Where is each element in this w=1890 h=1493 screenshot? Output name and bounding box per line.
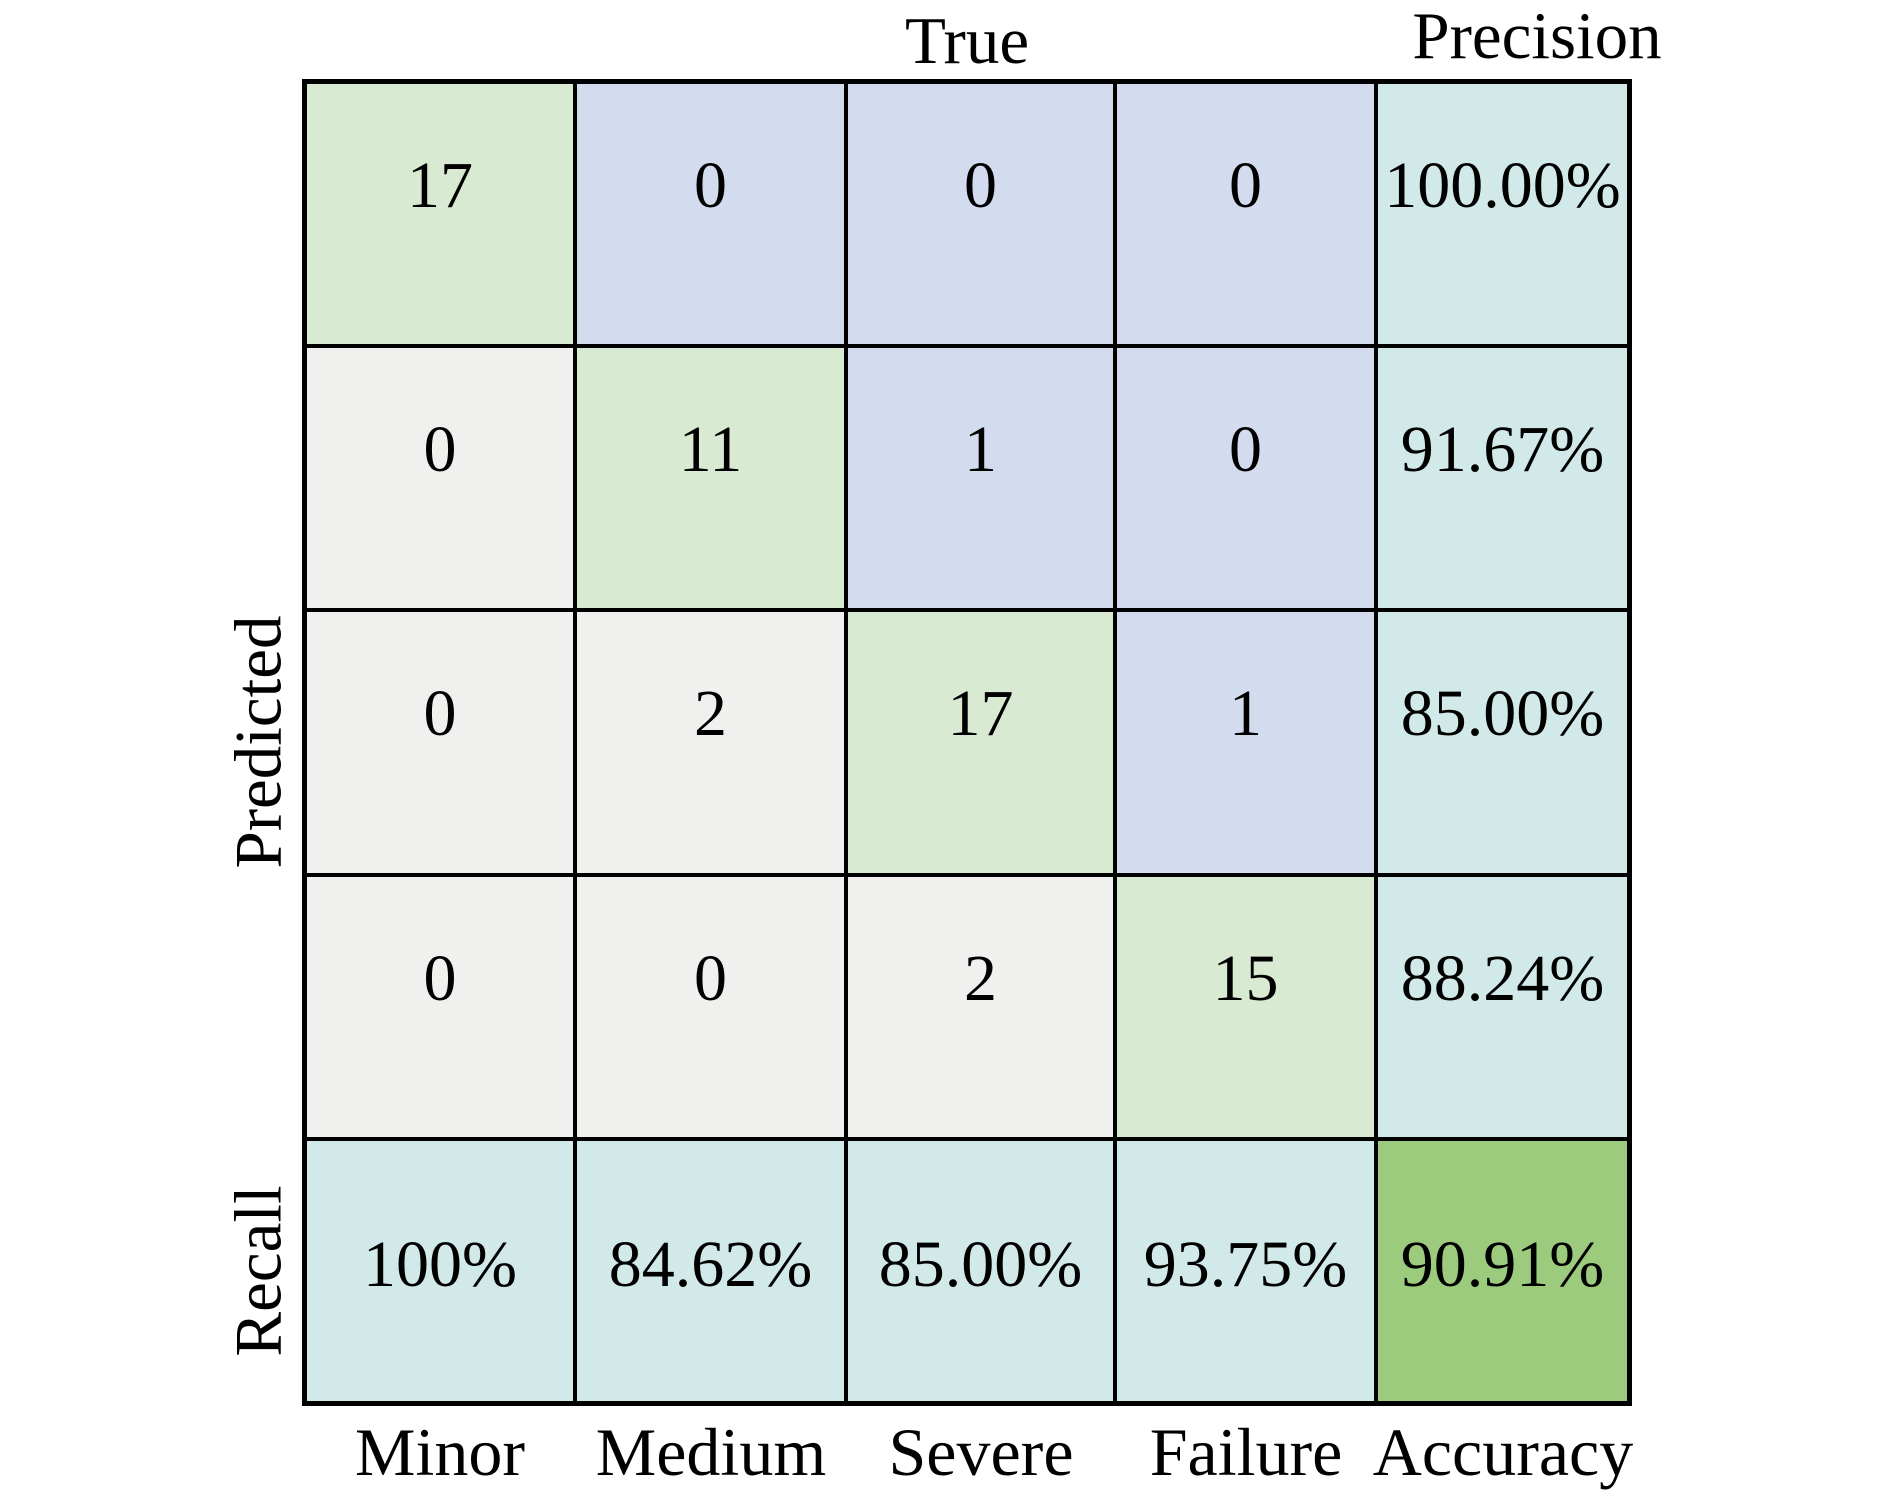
recall-row-title: Recall [221, 1185, 296, 1357]
matrix-cell: 0 [1115, 346, 1376, 611]
recall-cell: 100% [305, 1138, 575, 1403]
matrix-cell: 1 [1115, 610, 1376, 875]
predicted-axis-title: Predicted [221, 615, 296, 869]
matrix-cell: 11 [575, 346, 846, 611]
cell-value: 84.62% [608, 1227, 813, 1301]
precision-cell: 91.67% [1376, 346, 1629, 611]
cell-value: 0 [964, 149, 997, 223]
cell-value: 85.00% [1400, 677, 1605, 751]
matrix-cell: 17 [305, 82, 575, 347]
precision-column-title: Precision [1412, 0, 1662, 73]
cell-value: 90.91% [1400, 1227, 1605, 1301]
matrix-cell: 0 [846, 82, 1115, 347]
precision-cell: 88.24% [1376, 874, 1629, 1139]
cell-value: 0 [423, 941, 457, 1015]
x-tick-label-accuracy: Accuracy [1372, 1414, 1634, 1490]
precision-cell: 85.00% [1376, 610, 1629, 875]
cell-value: 11 [678, 413, 743, 487]
true-axis-title: True [904, 4, 1030, 78]
cell-value: 100% [363, 1227, 517, 1301]
cell-value: 1 [1229, 677, 1262, 751]
cell-value: 0 [423, 677, 457, 751]
recall-cell: 93.75% [1115, 1138, 1376, 1403]
cell-value: 91.67% [1400, 413, 1605, 487]
recall-cell: 84.62% [575, 1138, 846, 1403]
matrix-cell: 0 [305, 874, 575, 1139]
matrix-cell: 1 [846, 346, 1115, 611]
matrix-cell: 2 [575, 610, 846, 875]
cell-value: 88.24% [1400, 941, 1605, 1015]
matrix-cell: 0 [1115, 82, 1376, 347]
x-tick-label-failure: Failure [1149, 1414, 1343, 1490]
matrix-cell: 2 [846, 874, 1115, 1139]
cell-value: 17 [947, 677, 1014, 751]
cell-value: 93.75% [1143, 1227, 1348, 1301]
overall-accuracy-cell: 90.91% [1376, 1138, 1629, 1403]
recall-cell: 85.00% [846, 1138, 1115, 1403]
cell-value: 2 [964, 941, 997, 1015]
matrix-cell: 0 [575, 874, 846, 1139]
cell-value: 17 [407, 149, 473, 223]
cell-value: 0 [1229, 413, 1262, 487]
x-tick-label-minor: Minor [355, 1414, 525, 1490]
cell-value: 2 [694, 677, 727, 751]
matrix-cell: 15 [1115, 874, 1376, 1139]
cell-value: 0 [1229, 149, 1262, 223]
cell-value: 0 [423, 413, 457, 487]
confusion-matrix-grid: 17 0 0 0 100.00% 0 11 1 0 91.67% 0 2 17 … [302, 79, 1632, 1406]
x-tick-label-severe: Severe [888, 1414, 1074, 1490]
cell-value: 1 [964, 413, 997, 487]
matrix-cell: 0 [305, 610, 575, 875]
precision-cell: 100.00% [1376, 82, 1629, 347]
matrix-cell: 0 [305, 346, 575, 611]
cell-value: 0 [694, 941, 727, 1015]
cell-value: 85.00% [878, 1227, 1083, 1301]
matrix-cell: 17 [846, 610, 1115, 875]
cell-value: 15 [1212, 941, 1279, 1015]
x-tick-label-medium: Medium [595, 1414, 827, 1490]
matrix-cell: 0 [575, 82, 846, 347]
cell-value: 0 [694, 149, 727, 223]
cell-value: 100.00% [1384, 149, 1621, 223]
